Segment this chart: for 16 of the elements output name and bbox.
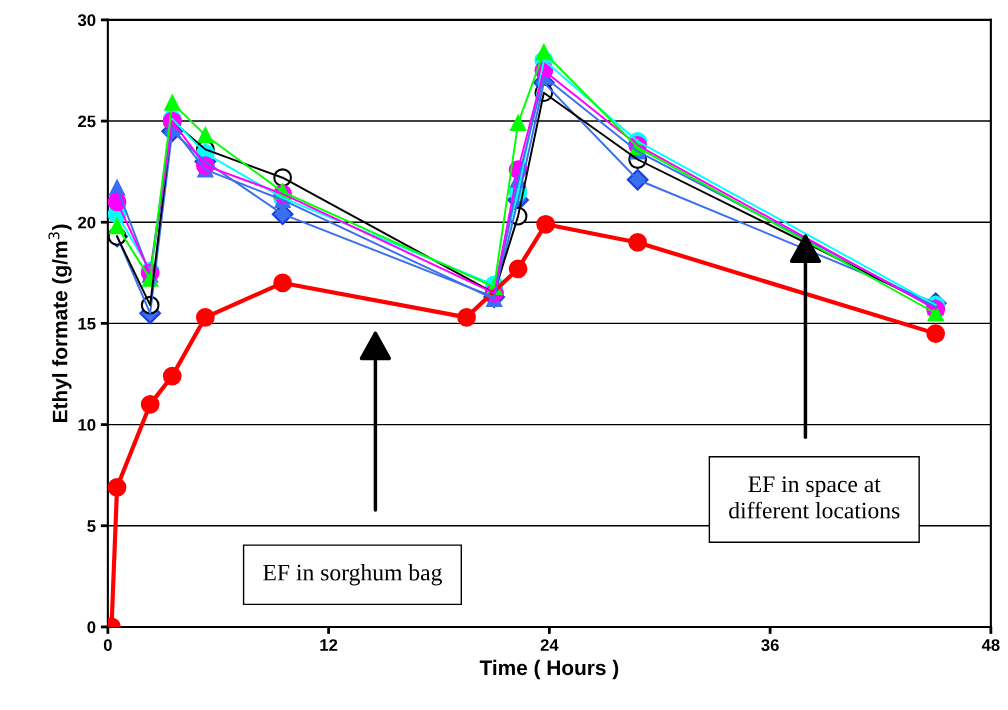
annotation: EF in sorghum bag [263,563,442,586]
y-tick-label: 30 [77,14,96,27]
x-tick-label: 12 [320,639,338,651]
y-tick-label: 10 [78,418,96,431]
y-tick-label: 15 [78,317,96,330]
x-tick-label: 0 [103,639,112,651]
annotation: EF in space at different locations [729,476,900,519]
y-axis-title: Ethyl formate (g/m$^{3}$) [48,224,72,423]
x-tick-label: 36 [761,639,779,651]
y-tick-label: 5 [87,520,96,532]
x-tick-label: 48 [981,639,1000,651]
y-tick-label: 0 [87,621,96,634]
y-tick-label: 25 [78,115,96,128]
y-tick-label: 20 [78,216,96,229]
x-tick-label: 24 [540,639,559,651]
x-axis-title: Time ( Hours ) [479,659,619,680]
